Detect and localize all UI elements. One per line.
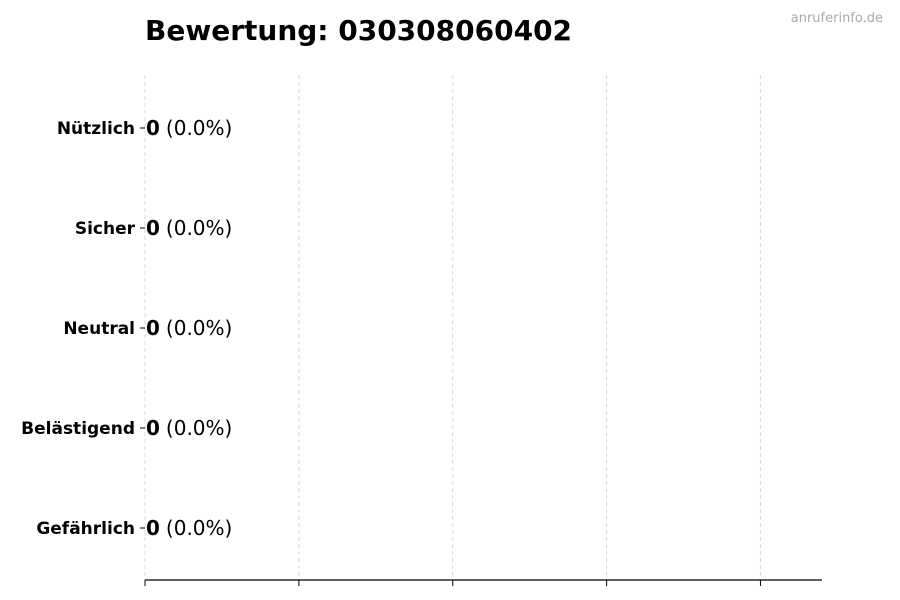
y-tick-label: Belästigend [21, 419, 135, 439]
data-label-percent: (0.0%) [166, 416, 232, 440]
data-label-percent: (0.0%) [166, 116, 232, 140]
data-label-count: 0 [146, 416, 160, 440]
data-label-count: 0 [146, 316, 160, 340]
data-labels: 0 (0.0%)0 (0.0%)0 (0.0%)0 (0.0%)0 (0.0%) [146, 116, 232, 540]
data-label-count: 0 [146, 516, 160, 540]
data-label: 0 (0.0%) [146, 516, 232, 540]
x-ticks [144, 580, 761, 586]
data-label-count: 0 [146, 216, 160, 240]
data-label: 0 (0.0%) [146, 216, 232, 240]
y-tick-label: Neutral [63, 319, 135, 339]
grid-lines [144, 75, 761, 580]
y-tick-label: Gefährlich [36, 519, 135, 539]
data-label: 0 (0.0%) [146, 316, 232, 340]
data-label: 0 (0.0%) [146, 116, 232, 140]
y-tick-labels: Nützlich Sicher Neutral Belästigend Gefährli… [21, 119, 145, 539]
y-tick-label: Sicher [75, 219, 136, 239]
data-label-percent: (0.0%) [166, 316, 232, 340]
watermark: anruferinfo.de [791, 11, 883, 26]
data-label: 0 (0.0%) [146, 416, 232, 440]
y-tick-label: Nützlich [57, 119, 135, 139]
data-label-percent: (0.0%) [166, 216, 232, 240]
chart-title: Bewertung: 030308060402 [145, 14, 572, 47]
data-label-count: 0 [146, 116, 160, 140]
data-label-percent: (0.0%) [166, 516, 232, 540]
